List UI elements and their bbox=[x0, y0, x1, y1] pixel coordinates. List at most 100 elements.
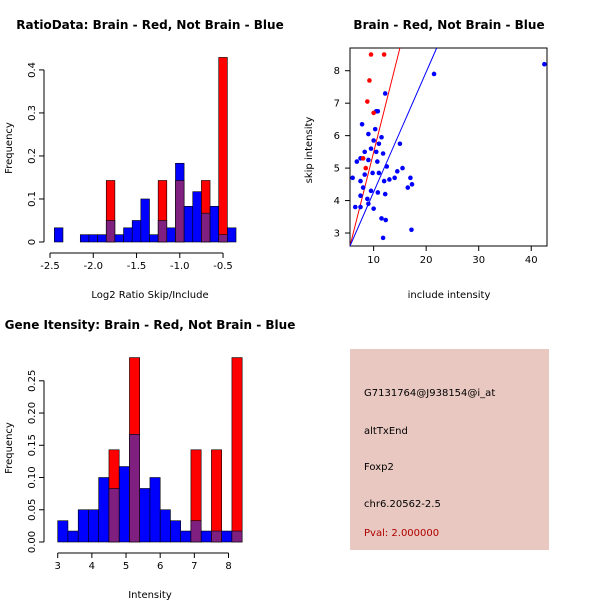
intensity-bar-notbrain-11 bbox=[170, 520, 181, 543]
scatter-y-axis-label: skip intensity bbox=[304, 117, 315, 184]
scatter-point-notbrain-1 bbox=[431, 71, 437, 77]
scatter-point-notbrain-37 bbox=[382, 191, 388, 197]
scatter-point-notbrain-0 bbox=[542, 61, 547, 67]
scatter-y-tick-label-5: 8 bbox=[334, 66, 340, 77]
ratio-x-tick-label-3: -1.0 bbox=[170, 261, 190, 272]
scatter-points bbox=[350, 52, 547, 241]
scatter-point-brain-3 bbox=[365, 99, 370, 104]
intensity-y-tick-label-0: 0.00 bbox=[27, 531, 38, 553]
scatter-point-brain-2 bbox=[367, 78, 372, 83]
intensity-x-axis-label: Intensity bbox=[128, 590, 172, 600]
scatter-fit-lines bbox=[349, 47, 438, 247]
ratio-bar-notbrain-5 bbox=[97, 234, 107, 243]
intensity-bar-overlap-5 bbox=[108, 488, 120, 543]
intensity-scatter: Brain - Red, Not Brain - Blue include in… bbox=[304, 18, 548, 301]
intensity-bar-notbrain-6 bbox=[118, 466, 130, 543]
scatter-point-notbrain-5 bbox=[359, 121, 365, 127]
scatter-y-tick-label-2: 5 bbox=[334, 164, 340, 175]
scatter-x-tick-label-0: 10 bbox=[367, 255, 380, 266]
genomic-location-text: chr6.20562-2.5 bbox=[364, 499, 441, 510]
ratio-bar-notbrain-9 bbox=[131, 220, 142, 243]
ratio-bar-overlap-14 bbox=[175, 180, 185, 243]
scatter-point-notbrain-25 bbox=[358, 178, 363, 184]
intensity-histogram: Gene Itensity: Brain - Red, Not Brain - … bbox=[4, 318, 295, 600]
scatter-point-notbrain-46 bbox=[380, 235, 386, 241]
scatter-point-notbrain-33 bbox=[394, 169, 400, 174]
scatter-x-tick-label-1: 20 bbox=[420, 255, 433, 266]
intensity-bar-overlap-17 bbox=[231, 530, 243, 543]
scatter-x-axis-label: include intensity bbox=[408, 290, 491, 301]
scatter-point-notbrain-23 bbox=[370, 170, 375, 176]
ratio-y-tick-label-1: 0.1 bbox=[27, 191, 38, 207]
ratio-y-tick-label-4: 0.4 bbox=[27, 62, 38, 78]
intensity-bar-overlap-7 bbox=[129, 434, 140, 543]
intensity-y-tick-label-4: 0.20 bbox=[27, 402, 38, 424]
scatter-point-brain-4 bbox=[371, 110, 376, 116]
scatter-point-notbrain-36 bbox=[375, 190, 381, 195]
intensity-bar-notbrain-14 bbox=[200, 530, 212, 543]
scatter-point-notbrain-21 bbox=[350, 175, 355, 181]
scatter-point-notbrain-47 bbox=[352, 204, 358, 210]
scatter-point-notbrain-18 bbox=[366, 157, 371, 163]
intensity-bar-notbrain-4 bbox=[98, 477, 110, 543]
ratio-bar-notbrain-10 bbox=[140, 198, 150, 243]
ratio-bar-overlap-19 bbox=[218, 234, 228, 243]
ratio-bar-notbrain-3 bbox=[79, 234, 90, 243]
intensity-x-tick-label-2: 5 bbox=[123, 561, 129, 572]
intensity-bar-brain-15 bbox=[211, 449, 222, 543]
intensity-x-tick-label-3: 6 bbox=[157, 561, 163, 572]
scatter-point-notbrain-27 bbox=[387, 177, 392, 182]
scatter-point-notbrain-44 bbox=[366, 201, 371, 207]
scatter-fit-line-blue bbox=[349, 47, 438, 247]
scatter-point-notbrain-19 bbox=[375, 159, 380, 164]
ratio-bar-notbrain-8 bbox=[123, 227, 133, 243]
intensity-bar-overlap-13 bbox=[190, 520, 202, 543]
intensity-bar-notbrain-9 bbox=[149, 477, 161, 543]
intensity-bar-notbrain-12 bbox=[180, 530, 192, 543]
scatter-point-notbrain-22 bbox=[362, 172, 368, 177]
intensity-bar-notbrain-0 bbox=[57, 520, 69, 543]
intensity-x-tick-label-0: 3 bbox=[55, 561, 61, 572]
scatter-point-notbrain-35 bbox=[368, 188, 374, 194]
scatter-point-notbrain-13 bbox=[373, 149, 379, 155]
scatter-chart-title: Brain - Red, Not Brain - Blue bbox=[353, 18, 544, 32]
ratio-x-tick-label-2: -1.5 bbox=[127, 261, 147, 272]
ratio-bar-notbrain-13 bbox=[166, 227, 176, 243]
intensity-y-tick-label-5: 0.25 bbox=[27, 370, 38, 392]
scatter-y-tick-label-0: 3 bbox=[334, 229, 340, 240]
ratio-y-axis-label: Frequency bbox=[4, 122, 15, 174]
scatter-point-notbrain-4 bbox=[375, 108, 381, 114]
intensity-bar-notbrain-3 bbox=[88, 509, 99, 543]
ratio-histogram: RatioData: Brain - Red, Not Brain - Blue… bbox=[4, 18, 284, 301]
ratio-chart-title: RatioData: Brain - Red, Not Brain - Blue bbox=[16, 18, 283, 32]
scatter-point-notbrain-31 bbox=[409, 182, 415, 187]
ratio-bar-overlap-17 bbox=[201, 212, 211, 243]
ratio-x-tick-label-4: -0.5 bbox=[213, 261, 233, 272]
scatter-x-tick-label-2: 30 bbox=[472, 255, 485, 266]
intensity-x-tick-label-5: 8 bbox=[225, 561, 231, 572]
intensity-y-tick-label-2: 0.10 bbox=[27, 466, 38, 488]
ratio-bar-notbrain-20 bbox=[227, 227, 237, 243]
scatter-point-notbrain-12 bbox=[397, 141, 403, 147]
info-panel-background bbox=[350, 349, 549, 550]
ratio-bar-notbrain-18 bbox=[209, 205, 220, 243]
ratio-bar-notbrain-15 bbox=[183, 205, 194, 243]
scatter-point-notbrain-42 bbox=[379, 216, 384, 221]
scatter-point-notbrain-28 bbox=[392, 175, 397, 181]
intensity-bar-notbrain-16 bbox=[221, 530, 233, 543]
pval-text: Pval: 2.000000 bbox=[364, 528, 439, 539]
scatter-x-tick-label-3: 40 bbox=[525, 255, 538, 266]
intensity-y-tick-label-1: 0.05 bbox=[27, 499, 38, 521]
scatter-point-brain-6 bbox=[363, 165, 369, 171]
scatter-point-brain-5 bbox=[360, 156, 366, 161]
scatter-point-notbrain-30 bbox=[408, 175, 413, 181]
ratio-y-tick-label-2: 0.2 bbox=[27, 148, 38, 164]
scatter-point-notbrain-24 bbox=[376, 170, 382, 176]
scatter-point-notbrain-29 bbox=[400, 165, 405, 171]
ratio-bar-notbrain-0 bbox=[54, 227, 64, 243]
intensity-bars bbox=[57, 357, 243, 543]
scatter-point-notbrain-39 bbox=[365, 196, 370, 202]
ratio-bar-notbrain-16 bbox=[192, 191, 202, 243]
scatter-point-notbrain-34 bbox=[360, 185, 366, 190]
scatter-point-notbrain-9 bbox=[371, 138, 376, 143]
